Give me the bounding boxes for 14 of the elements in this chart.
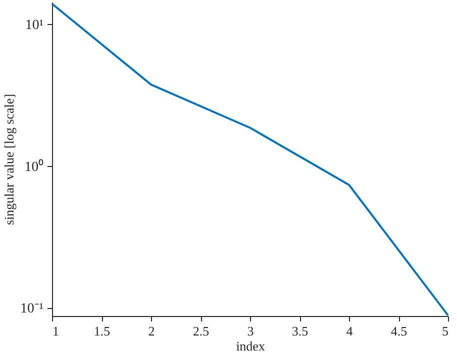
x-tick-label: 3.5 <box>292 324 308 338</box>
x-tick-label: 4.5 <box>390 324 408 338</box>
y-tick-label: 10¹ <box>25 18 44 33</box>
y-tick-label: 10⁰ <box>24 158 44 175</box>
x-tick-label: 1.5 <box>94 324 110 338</box>
x-tick-label: 5 <box>442 324 448 338</box>
x-tick-label: 1 <box>52 324 59 338</box>
x-tick-label: 3 <box>247 324 254 338</box>
x-tick-label: 2 <box>148 324 155 338</box>
x-tick-label: 4 <box>346 324 354 338</box>
x-tick-label: 2.5 <box>192 324 210 338</box>
y-tick-label: 10⁻¹ <box>20 302 44 317</box>
y-axis-title: singular value [log scale] <box>1 94 16 226</box>
x-axis-title: index <box>236 338 266 354</box>
